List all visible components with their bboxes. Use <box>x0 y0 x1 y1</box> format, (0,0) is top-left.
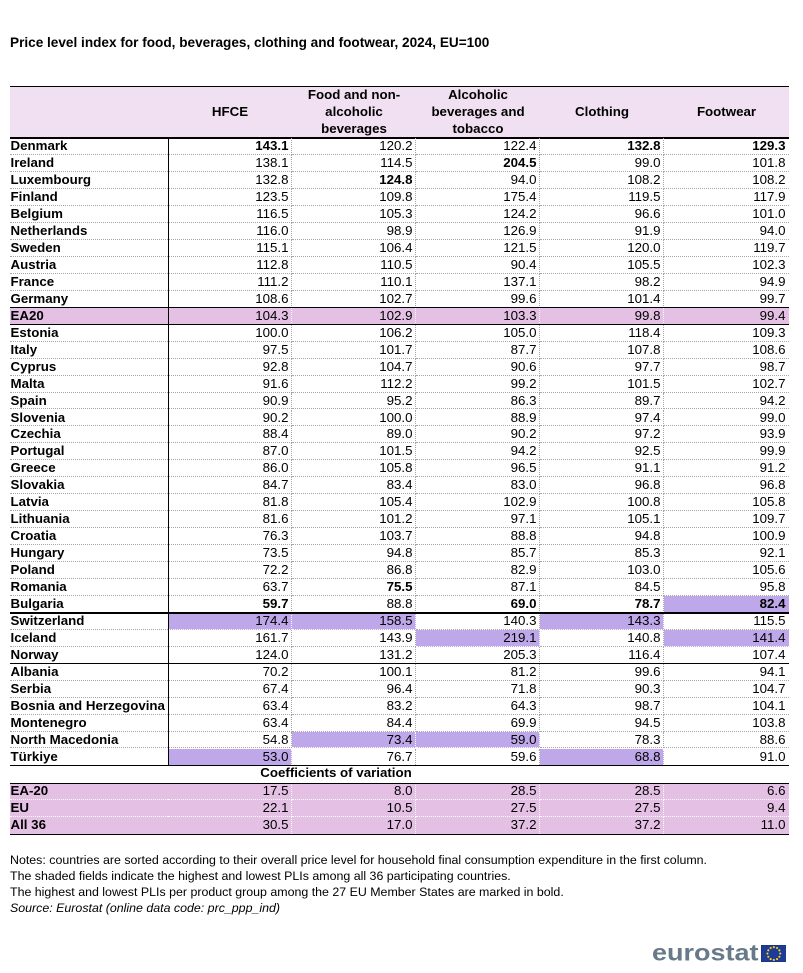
svg-text:eurostat: eurostat <box>652 941 759 965</box>
